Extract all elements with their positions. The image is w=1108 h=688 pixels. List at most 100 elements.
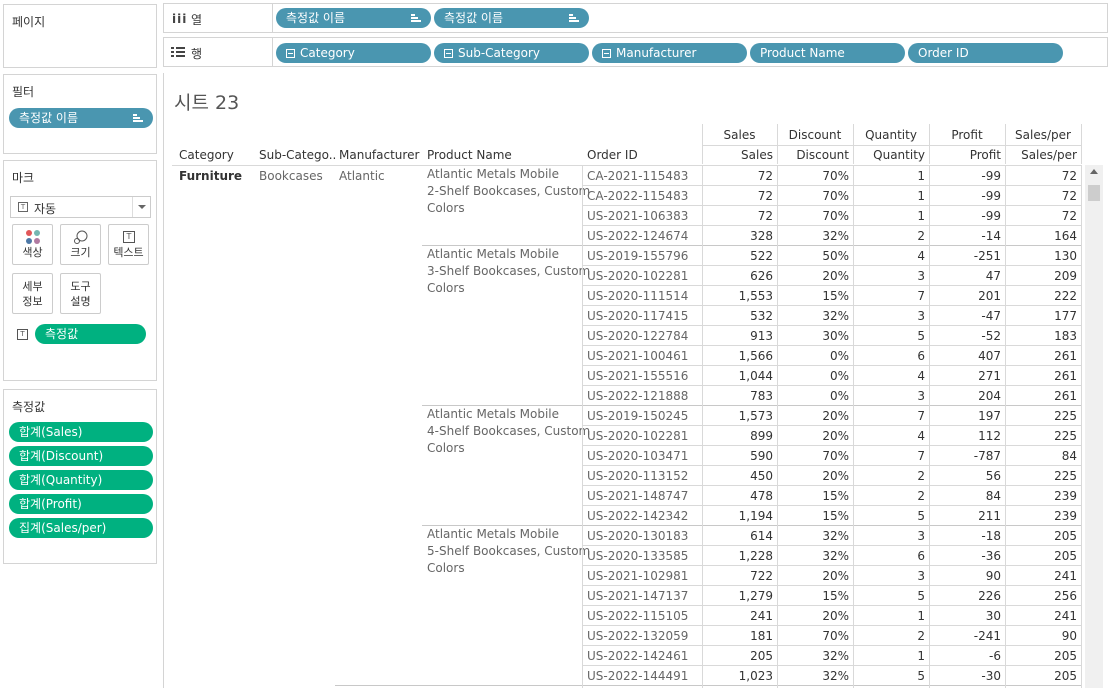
value-cell-quantity[interactable]: 7: [917, 409, 925, 423]
order-id-cell[interactable]: US-2022-144491: [587, 669, 689, 683]
value-cell-sales[interactable]: 1,279: [738, 589, 773, 603]
value-cell-quantity[interactable]: 1: [917, 609, 925, 623]
sub-category-header[interactable]: Sub-Catego..: [259, 148, 337, 162]
value-cell-sales-per[interactable]: 239: [1054, 509, 1077, 523]
order-id-cell[interactable]: US-2021-106383: [587, 209, 689, 223]
value-cell-discount[interactable]: 20%: [822, 569, 849, 583]
value-cell-sales-per[interactable]: 72: [1061, 209, 1077, 223]
value-cell-discount[interactable]: 20%: [822, 609, 849, 623]
value-cell-discount[interactable]: 70%: [822, 189, 849, 203]
order-id-cell[interactable]: US-2020-102281: [587, 429, 689, 443]
category-header[interactable]: Category: [179, 148, 234, 162]
marks-measure-values-pill[interactable]: 측정값: [35, 324, 146, 344]
measure-name-header-quantity[interactable]: Quantity: [865, 128, 917, 142]
value-cell-sales[interactable]: 328: [750, 229, 773, 243]
product-name-cell[interactable]: Colors: [427, 201, 465, 215]
manufacturer-cell[interactable]: Atlantic: [339, 169, 385, 183]
value-cell-quantity[interactable]: 3: [917, 269, 925, 283]
value-cell-profit[interactable]: 226: [978, 589, 1001, 603]
value-cell-profit[interactable]: -251: [973, 249, 1001, 263]
order-id-cell[interactable]: US-2021-155516: [587, 369, 689, 383]
value-cell-profit[interactable]: 30: [985, 609, 1001, 623]
value-cell-profit[interactable]: 201: [978, 289, 1001, 303]
product-name-cell[interactable]: 3-Shelf Bookcases, Custom: [427, 264, 591, 278]
measure-header-discount[interactable]: Discount: [796, 148, 849, 162]
value-cell-profit[interactable]: -36: [981, 549, 1001, 563]
measure-pill-discount[interactable]: 합계(Discount): [9, 446, 153, 466]
value-cell-sales-per[interactable]: 256: [1054, 589, 1077, 603]
value-cell-sales[interactable]: 1,194: [738, 509, 773, 523]
value-cell-sales[interactable]: 72: [757, 209, 773, 223]
value-cell-sales-per[interactable]: 164: [1054, 229, 1077, 243]
filter-pill-measure-names[interactable]: 측정값 이름: [9, 108, 153, 128]
order-id-cell[interactable]: US-2020-117415: [587, 309, 689, 323]
measure-header-profit[interactable]: Profit: [969, 148, 1001, 162]
product-name-header[interactable]: Product Name: [427, 148, 512, 162]
order-id-cell[interactable]: US-2020-111514: [587, 289, 689, 303]
product-name-cell[interactable]: 5-Shelf Bookcases, Custom: [427, 544, 591, 558]
value-cell-sales-per[interactable]: 205: [1054, 669, 1077, 683]
value-cell-sales-per[interactable]: 239: [1054, 489, 1077, 503]
order-id-cell[interactable]: US-2022-132059: [587, 629, 689, 643]
value-cell-discount[interactable]: 32%: [822, 649, 849, 663]
value-cell-profit[interactable]: 84: [985, 489, 1001, 503]
color-button[interactable]: 색상: [12, 224, 53, 265]
order-id-cell[interactable]: US-2022-142461: [587, 649, 689, 663]
value-cell-profit[interactable]: -99: [981, 169, 1001, 183]
rows-pill-product-name[interactable]: Product Name: [750, 43, 905, 63]
measure-header-sales[interactable]: Sales: [741, 148, 773, 162]
value-cell-profit[interactable]: -14: [981, 229, 1001, 243]
text-button[interactable]: T 텍스트: [108, 224, 149, 265]
value-cell-quantity[interactable]: 6: [917, 349, 925, 363]
value-cell-sales[interactable]: 522: [750, 249, 773, 263]
measure-pill-quantity[interactable]: 합계(Quantity): [9, 470, 153, 490]
value-cell-quantity[interactable]: 3: [917, 309, 925, 323]
value-cell-quantity[interactable]: 3: [917, 529, 925, 543]
value-cell-sales-per[interactable]: 241: [1054, 609, 1077, 623]
value-cell-sales[interactable]: 1,044: [738, 369, 773, 383]
value-cell-quantity[interactable]: 5: [917, 669, 925, 683]
measure-name-header-sales-per[interactable]: Sales/per: [1015, 128, 1071, 142]
value-cell-discount[interactable]: 20%: [822, 429, 849, 443]
order-id-cell[interactable]: CA-2021-115483: [587, 169, 689, 183]
value-cell-quantity[interactable]: 3: [917, 389, 925, 403]
value-cell-quantity[interactable]: 6: [917, 549, 925, 563]
value-cell-quantity[interactable]: 2: [917, 629, 925, 643]
order-id-cell[interactable]: US-2022-115105: [587, 609, 689, 623]
mark-type-dropdown[interactable]: T 자동: [10, 196, 151, 218]
value-cell-profit[interactable]: 90: [985, 569, 1001, 583]
value-cell-sales-per[interactable]: 261: [1054, 349, 1077, 363]
value-cell-sales-per[interactable]: 225: [1054, 429, 1077, 443]
value-cell-profit[interactable]: 211: [978, 509, 1001, 523]
value-cell-sales[interactable]: 72: [757, 189, 773, 203]
value-cell-sales[interactable]: 1,023: [738, 669, 773, 683]
value-cell-sales-per[interactable]: 241: [1054, 569, 1077, 583]
order-id-cell[interactable]: US-2021-148747: [587, 489, 689, 503]
value-cell-sales-per[interactable]: 72: [1061, 189, 1077, 203]
value-cell-sales-per[interactable]: 72: [1061, 169, 1077, 183]
order-id-cell[interactable]: US-2021-147137: [587, 589, 689, 603]
value-cell-profit[interactable]: 197: [978, 409, 1001, 423]
scroll-up-icon[interactable]: [1090, 169, 1098, 174]
product-name-cell[interactable]: Atlantic Metals Mobile: [427, 167, 560, 181]
value-cell-sales-per[interactable]: 177: [1054, 309, 1077, 323]
value-cell-discount[interactable]: 0%: [829, 389, 849, 403]
value-cell-discount[interactable]: 20%: [822, 269, 849, 283]
order-id-cell[interactable]: US-2022-142342: [587, 509, 689, 523]
value-cell-quantity[interactable]: 2: [917, 229, 925, 243]
value-cell-quantity[interactable]: 2: [917, 469, 925, 483]
product-name-cell[interactable]: Atlantic Metals Mobile: [427, 527, 560, 541]
value-cell-discount[interactable]: 70%: [822, 209, 849, 223]
value-cell-discount[interactable]: 50%: [822, 249, 849, 263]
value-cell-quantity[interactable]: 4: [917, 249, 925, 263]
measure-name-header-discount[interactable]: Discount: [788, 128, 842, 142]
value-cell-sales[interactable]: 722: [750, 569, 773, 583]
product-name-cell[interactable]: 2-Shelf Bookcases, Custom: [427, 184, 591, 198]
columns-pill-measure-names-1[interactable]: 측정값 이름: [276, 8, 431, 28]
value-cell-quantity[interactable]: 4: [917, 429, 925, 443]
vertical-scrollbar[interactable]: [1085, 165, 1103, 688]
value-cell-profit[interactable]: -99: [981, 209, 1001, 223]
value-cell-sales[interactable]: 532: [750, 309, 773, 323]
value-cell-sales[interactable]: 1,228: [738, 549, 773, 563]
value-cell-quantity[interactable]: 4: [917, 369, 925, 383]
